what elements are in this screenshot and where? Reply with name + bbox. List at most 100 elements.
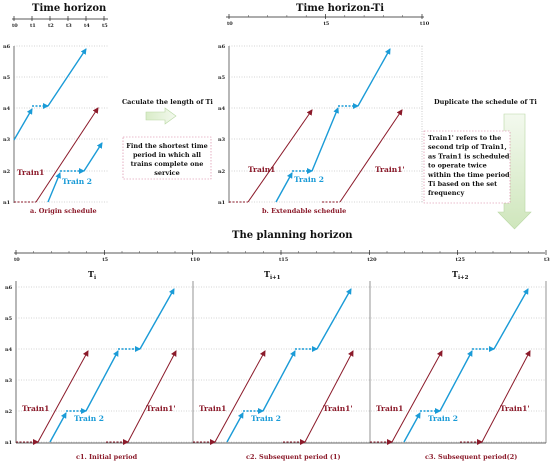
caption-b: b. Extendable schedule <box>262 207 346 215</box>
axis-c-tick: t5 <box>102 257 108 263</box>
caption-c2: c2. Subsequent period (1) <box>246 453 341 461</box>
train1p-label: Train1' <box>500 404 530 413</box>
title-time-horizon: Time horizon <box>32 3 107 14</box>
train1p-label: Train1' <box>323 404 353 413</box>
train2-seg2 <box>85 350 119 412</box>
station-label: n6 <box>5 285 13 291</box>
axis-c-tick: t15 <box>279 257 289 263</box>
train1-label-a: Train1 <box>17 168 44 177</box>
train2-label: Train 2 <box>428 414 458 423</box>
station-label: n2 <box>218 169 226 175</box>
station-label: n3 <box>5 378 13 384</box>
explainLines-line: Ti based on the set <box>428 180 497 188</box>
axis-b-tick: t5 <box>324 21 330 27</box>
train1-line <box>391 350 443 443</box>
train1p-label-b: Train1' <box>375 165 405 174</box>
train1-line-a <box>35 107 99 203</box>
train2-label-a: Train 2 <box>62 177 92 186</box>
train1-line-b <box>247 109 313 203</box>
calc-arrow: Caculate the length of Ti Find the short… <box>122 98 213 180</box>
station-label: n4 <box>218 106 226 112</box>
train2-seg-a1 <box>47 172 61 203</box>
train2-label-b: Train 2 <box>294 175 324 184</box>
findLines-line: service <box>154 169 180 177</box>
explainLines-line: to operate twice <box>428 162 487 170</box>
train2-seg3 <box>493 288 529 350</box>
period-ti2: Ti+2 <box>452 269 469 281</box>
train1p-line <box>127 350 177 443</box>
train2-seg-a2 <box>83 142 103 172</box>
train1-label-b: Train1 <box>248 165 275 174</box>
train2-seg1 <box>226 412 244 443</box>
train2-seg2 <box>439 350 473 412</box>
period-ti: Ti <box>88 269 96 281</box>
axis-b-tick: t10 <box>420 21 430 27</box>
caption-c1: c1. Initial period <box>76 453 138 461</box>
train2-seg-b3 <box>357 48 391 107</box>
axis-b: t0 t5 t10 <box>226 14 430 27</box>
train2-label: Train 2 <box>74 414 104 423</box>
station-label: n2 <box>3 169 11 175</box>
axis-c-tick: t20 <box>367 257 377 263</box>
axis-a-tick: t0 <box>12 23 18 29</box>
axis-a-tick: t1 <box>30 23 36 29</box>
train2-label: Train 2 <box>251 414 281 423</box>
train2-seg2 <box>262 350 296 412</box>
station-label: n3 <box>3 137 11 143</box>
period-panel-1: Train1 Train 2 Train1' <box>16 288 177 445</box>
station-label: n6 <box>218 44 226 50</box>
caption-a: a. Origin schedule <box>30 207 97 215</box>
title-time-horizon-ti: Time horizon-Ti <box>296 3 384 14</box>
explainLines-line: as Train1 is scheduled <box>428 152 510 160</box>
train1-label: Train1 <box>22 404 49 413</box>
axis-b-tick: t0 <box>227 21 233 27</box>
train1p-line-b <box>339 109 403 203</box>
station-label: n3 <box>218 137 226 143</box>
station-label: n4 <box>5 347 13 353</box>
station-label: n5 <box>5 316 13 322</box>
axis-c-tick: t30 <box>544 257 550 263</box>
station-label: n4 <box>3 106 11 112</box>
train2-seg-b1 <box>275 172 293 203</box>
findLines-line: trains complete one <box>131 160 204 168</box>
axis-a: t0 t1 t2 t3 t4 t5 <box>12 16 108 29</box>
panel-b: n6 n5 n4 n3 n2 n1 Train1 Train 2 Train1' b. E… <box>218 44 424 215</box>
train2-seg-b2 <box>311 107 339 172</box>
axis-c-tick: t0 <box>14 257 20 263</box>
explainLines-line: within the time period <box>427 171 510 179</box>
train1-label: Train1 <box>376 404 403 413</box>
station-label: n1 <box>218 200 225 206</box>
period-panel-3: Train1 Train 2 Train1' <box>370 288 531 445</box>
period-ti1: Ti+1 <box>264 269 281 281</box>
train1p-line <box>304 350 354 443</box>
findLines-line: Find the shortest time <box>126 142 207 150</box>
station-label: n1 <box>3 200 10 206</box>
train1-line <box>37 350 89 443</box>
dup-label: Duplicate the schedule of Ti <box>434 98 537 106</box>
calc-label: Caculate the length of Ti <box>122 98 213 106</box>
station-label: n1 <box>5 440 12 446</box>
station-label: n6 <box>3 44 11 50</box>
axis-a-tick: t2 <box>48 23 54 29</box>
station-label: n2 <box>5 409 13 415</box>
train2-seg3 <box>316 288 352 350</box>
train2-seg1 <box>403 412 421 443</box>
axis-c: t0 t5 t10 t15 t20 t25 t30 <box>14 250 550 263</box>
findLines-line: period in which all <box>133 151 202 159</box>
train1p-label: Train1' <box>146 404 176 413</box>
train1-line <box>214 350 266 443</box>
station-label: n5 <box>218 75 226 81</box>
axis-a-tick: t4 <box>84 23 90 29</box>
train2-seg1 <box>49 412 67 443</box>
train1p-line <box>481 350 531 443</box>
explainLines-line: frequency <box>428 189 464 197</box>
explain-box <box>423 130 511 204</box>
find-box <box>122 136 212 180</box>
blue-seg-a1 <box>13 108 33 141</box>
train2-seg3 <box>139 288 175 350</box>
period-panel-2: Train1 Train 2 Train1' <box>193 288 354 445</box>
axis-c-tick: t25 <box>456 257 466 263</box>
